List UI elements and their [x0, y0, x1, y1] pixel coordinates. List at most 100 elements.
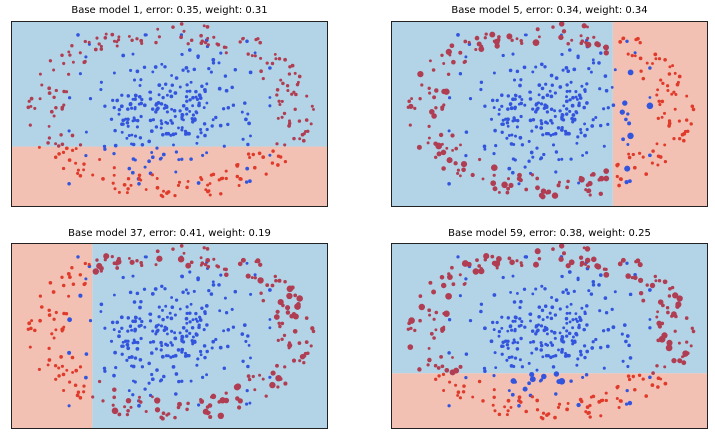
data-point — [604, 391, 608, 395]
data-point — [111, 98, 115, 103]
data-point — [591, 256, 597, 263]
data-point — [507, 256, 512, 261]
data-point — [103, 147, 107, 151]
data-point — [285, 84, 290, 88]
data-point — [433, 141, 438, 146]
data-point — [261, 298, 266, 303]
data-point — [211, 118, 215, 122]
data-point — [38, 318, 42, 323]
data-point — [61, 166, 66, 171]
data-point — [490, 320, 495, 325]
data-point — [589, 395, 593, 399]
data-point — [206, 43, 210, 47]
data-point — [205, 257, 211, 263]
data-point — [194, 317, 198, 321]
data-point — [173, 331, 177, 335]
data-point — [456, 33, 460, 37]
data-point — [622, 323, 627, 327]
data-point — [258, 262, 263, 267]
data-point — [542, 152, 546, 157]
data-point — [585, 82, 589, 86]
data-point — [248, 401, 252, 405]
data-point — [125, 358, 129, 362]
data-point — [510, 328, 514, 332]
data-point — [552, 330, 557, 335]
data-point — [418, 97, 422, 101]
data-point — [648, 318, 652, 321]
data-point — [191, 318, 195, 322]
data-point — [212, 35, 216, 39]
data-point — [519, 78, 523, 82]
data-point — [475, 258, 479, 262]
data-point — [540, 121, 544, 126]
data-point — [541, 355, 545, 359]
data-point — [203, 355, 207, 360]
data-point — [673, 329, 677, 333]
data-point — [208, 414, 213, 420]
data-point — [467, 40, 471, 44]
data-point — [173, 91, 178, 95]
data-point — [240, 332, 245, 336]
data-point — [224, 51, 228, 55]
data-point — [627, 152, 631, 156]
data-point — [535, 176, 540, 181]
data-point — [70, 266, 74, 270]
data-point — [603, 168, 610, 174]
data-point — [464, 55, 468, 59]
data-point — [253, 51, 257, 55]
data-point — [686, 351, 690, 356]
data-point — [103, 326, 107, 330]
data-point — [453, 367, 460, 374]
data-point — [509, 106, 514, 111]
data-point — [506, 329, 510, 333]
data-point — [619, 109, 625, 115]
data-point — [538, 379, 542, 383]
data-point — [47, 358, 52, 362]
data-point — [142, 103, 147, 108]
data-point — [685, 94, 689, 98]
data-point — [296, 295, 303, 302]
data-point — [183, 132, 188, 136]
data-point — [258, 40, 262, 45]
data-point — [185, 185, 189, 190]
data-point — [264, 172, 268, 176]
data-point — [523, 33, 527, 37]
data-point — [514, 315, 518, 320]
data-point — [628, 179, 632, 183]
data-point — [648, 326, 652, 330]
data-point — [583, 310, 587, 314]
data-point — [454, 383, 458, 387]
data-point — [309, 344, 313, 348]
data-point — [161, 411, 166, 416]
data-point — [311, 329, 316, 334]
data-point — [188, 109, 192, 113]
data-point — [574, 312, 578, 316]
data-point — [648, 375, 652, 380]
data-point — [102, 366, 107, 371]
data-point — [515, 69, 520, 74]
data-point — [287, 346, 291, 350]
data-point — [233, 67, 238, 72]
data-point — [522, 65, 527, 70]
data-point — [110, 320, 115, 325]
data-point — [179, 35, 183, 39]
data-point — [244, 339, 248, 343]
data-point — [84, 277, 88, 281]
data-point — [584, 246, 591, 252]
data-point — [651, 62, 654, 65]
data-point — [135, 125, 139, 129]
data-point — [513, 158, 517, 162]
data-point — [61, 372, 66, 377]
data-point — [603, 50, 609, 56]
data-point — [277, 99, 281, 103]
data-point — [413, 106, 417, 111]
data-point — [543, 65, 547, 69]
data-point — [456, 168, 460, 172]
data-point — [129, 183, 133, 187]
data-point — [472, 268, 480, 275]
data-point — [520, 41, 524, 46]
data-point — [184, 95, 189, 99]
data-point — [656, 116, 660, 121]
data-point — [627, 121, 632, 126]
data-point — [599, 123, 603, 128]
